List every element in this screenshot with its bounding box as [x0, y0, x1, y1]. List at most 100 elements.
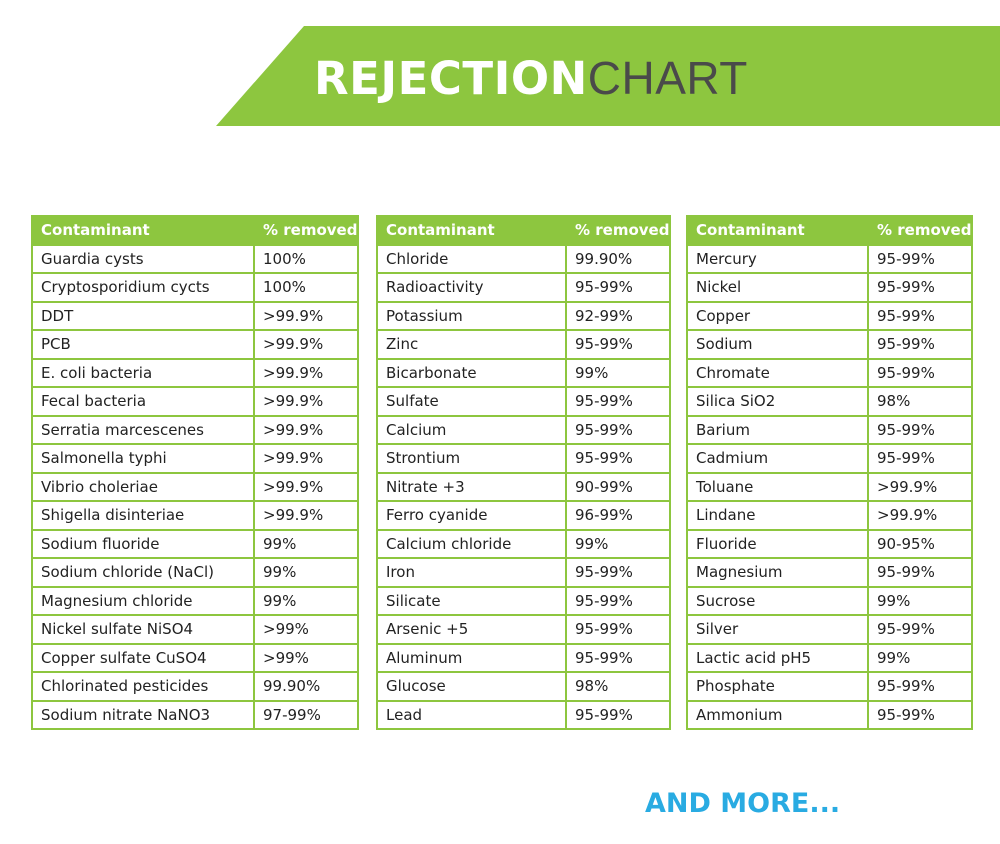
- contaminant-cell: Iron: [376, 557, 567, 588]
- percent-removed-cell: 99%: [564, 357, 672, 388]
- table-row: Chloride 99.90%: [376, 243, 672, 274]
- percent-removed-cell: 95-99%: [564, 329, 672, 360]
- percent-removed-cell: 95-99%: [564, 557, 672, 588]
- contaminant-cell: Silver: [686, 614, 869, 645]
- contaminant-cell: Calcium: [376, 414, 567, 445]
- percent-removed-cell: 99.90%: [564, 243, 672, 274]
- column-header-percent-removed: % removed: [866, 215, 974, 246]
- percent-removed-cell: 99%: [252, 585, 360, 616]
- table-row: Sodium nitrate NaNO3 97-99%: [31, 699, 360, 730]
- percent-removed-cell: >99.9%: [866, 500, 974, 531]
- rejection-table-3: Contaminant % removed Mercury 95-99% Nicke…: [686, 215, 974, 730]
- percent-removed-cell: 100%: [252, 272, 360, 303]
- percent-removed-cell: 99%: [252, 557, 360, 588]
- contaminant-cell: Serratia marcescenes: [31, 414, 255, 445]
- contaminant-cell: DDT: [31, 300, 255, 331]
- table-row: Bicarbonate 99%: [376, 357, 672, 388]
- contaminant-cell: Nickel: [686, 272, 869, 303]
- contaminant-cell: Phosphate: [686, 671, 869, 702]
- table-row: Calcium chloride 99%: [376, 528, 672, 559]
- contaminant-cell: Bicarbonate: [376, 357, 567, 388]
- contaminant-cell: Magnesium chloride: [31, 585, 255, 616]
- page-title-light: CHART: [587, 52, 748, 104]
- percent-removed-cell: 95-99%: [866, 357, 974, 388]
- contaminant-cell: Cadmium: [686, 443, 869, 474]
- contaminant-cell: Sodium: [686, 329, 869, 360]
- contaminant-cell: Toluane: [686, 471, 869, 502]
- contaminant-cell: Nitrate +3: [376, 471, 567, 502]
- table-header-row: Contaminant % removed: [686, 215, 974, 246]
- table-header-row: Contaminant % removed: [31, 215, 360, 246]
- table-row: DDT >99.9%: [31, 300, 360, 331]
- table-header-row: Contaminant % removed: [376, 215, 672, 246]
- percent-removed-cell: >99.9%: [252, 443, 360, 474]
- percent-removed-cell: 98%: [564, 671, 672, 702]
- table-row: Barium 95-99%: [686, 414, 974, 445]
- column-header-contaminant: Contaminant: [376, 215, 567, 246]
- percent-removed-cell: 95-99%: [564, 443, 672, 474]
- percent-removed-cell: 95-99%: [564, 272, 672, 303]
- percent-removed-cell: 90-95%: [866, 528, 974, 559]
- percent-removed-cell: 95-99%: [866, 671, 974, 702]
- table-row: Serratia marcescenes >99.9%: [31, 414, 360, 445]
- contaminant-cell: Ammonium: [686, 699, 869, 730]
- contaminant-cell: E. coli bacteria: [31, 357, 255, 388]
- contaminant-cell: Sodium fluoride: [31, 528, 255, 559]
- percent-removed-cell: 95-99%: [564, 642, 672, 673]
- contaminant-cell: Strontium: [376, 443, 567, 474]
- table-row: Vibrio choleriae >99.9%: [31, 471, 360, 502]
- percent-removed-cell: 90-99%: [564, 471, 672, 502]
- percent-removed-cell: >99.9%: [866, 471, 974, 502]
- table-row: Guardia cysts 100%: [31, 243, 360, 274]
- percent-removed-cell: >99.9%: [252, 414, 360, 445]
- contaminant-cell: PCB: [31, 329, 255, 360]
- table-row: Radioactivity 95-99%: [376, 272, 672, 303]
- contaminant-cell: Sulfate: [376, 386, 567, 417]
- table-row: Sodium fluoride 99%: [31, 528, 360, 559]
- percent-removed-cell: 95-99%: [866, 243, 974, 274]
- table-row: Silica SiO2 98%: [686, 386, 974, 417]
- table-row: Potassium 92-99%: [376, 300, 672, 331]
- contaminant-cell: Nickel sulfate NiSO4: [31, 614, 255, 645]
- and-more-text: AND MORE...: [645, 788, 841, 819]
- table-row: Sulfate 95-99%: [376, 386, 672, 417]
- contaminant-cell: Shigella disinteriae: [31, 500, 255, 531]
- contaminant-cell: Arsenic +5: [376, 614, 567, 645]
- percent-removed-cell: >99%: [252, 614, 360, 645]
- percent-removed-cell: 95-99%: [866, 557, 974, 588]
- percent-removed-cell: 98%: [866, 386, 974, 417]
- contaminant-cell: Silica SiO2: [686, 386, 869, 417]
- contaminant-cell: Fecal bacteria: [31, 386, 255, 417]
- percent-removed-cell: 99.90%: [252, 671, 360, 702]
- percent-removed-cell: 95-99%: [564, 585, 672, 616]
- contaminant-cell: Copper: [686, 300, 869, 331]
- contaminant-cell: Copper sulfate CuSO4: [31, 642, 255, 673]
- table-row: Cadmium 95-99%: [686, 443, 974, 474]
- contaminant-cell: Potassium: [376, 300, 567, 331]
- percent-removed-cell: >99.9%: [252, 471, 360, 502]
- table-row: Chromate 95-99%: [686, 357, 974, 388]
- percent-removed-cell: 92-99%: [564, 300, 672, 331]
- contaminant-cell: Sodium nitrate NaNO3: [31, 699, 255, 730]
- percent-removed-cell: 99%: [252, 528, 360, 559]
- percent-removed-cell: 95-99%: [866, 272, 974, 303]
- table-row: Iron 95-99%: [376, 557, 672, 588]
- table-row: Chlorinated pesticides 99.90%: [31, 671, 360, 702]
- table-row: Nickel sulfate NiSO4 >99%: [31, 614, 360, 645]
- table-row: Lead 95-99%: [376, 699, 672, 730]
- percent-removed-cell: >99.9%: [252, 386, 360, 417]
- contaminant-cell: Glucose: [376, 671, 567, 702]
- percent-removed-cell: 96-99%: [564, 500, 672, 531]
- percent-removed-cell: 95-99%: [866, 699, 974, 730]
- percent-removed-cell: 95-99%: [866, 329, 974, 360]
- percent-removed-cell: >99.9%: [252, 500, 360, 531]
- column-header-percent-removed: % removed: [564, 215, 672, 246]
- percent-removed-cell: >99.9%: [252, 329, 360, 360]
- table-row: Sodium 95-99%: [686, 329, 974, 360]
- contaminant-cell: Sodium chloride (NaCl): [31, 557, 255, 588]
- contaminant-cell: Silicate: [376, 585, 567, 616]
- table-row: Nickel 95-99%: [686, 272, 974, 303]
- percent-removed-cell: 95-99%: [866, 414, 974, 445]
- table-row: Nitrate +3 90-99%: [376, 471, 672, 502]
- table-row: Aluminum 95-99%: [376, 642, 672, 673]
